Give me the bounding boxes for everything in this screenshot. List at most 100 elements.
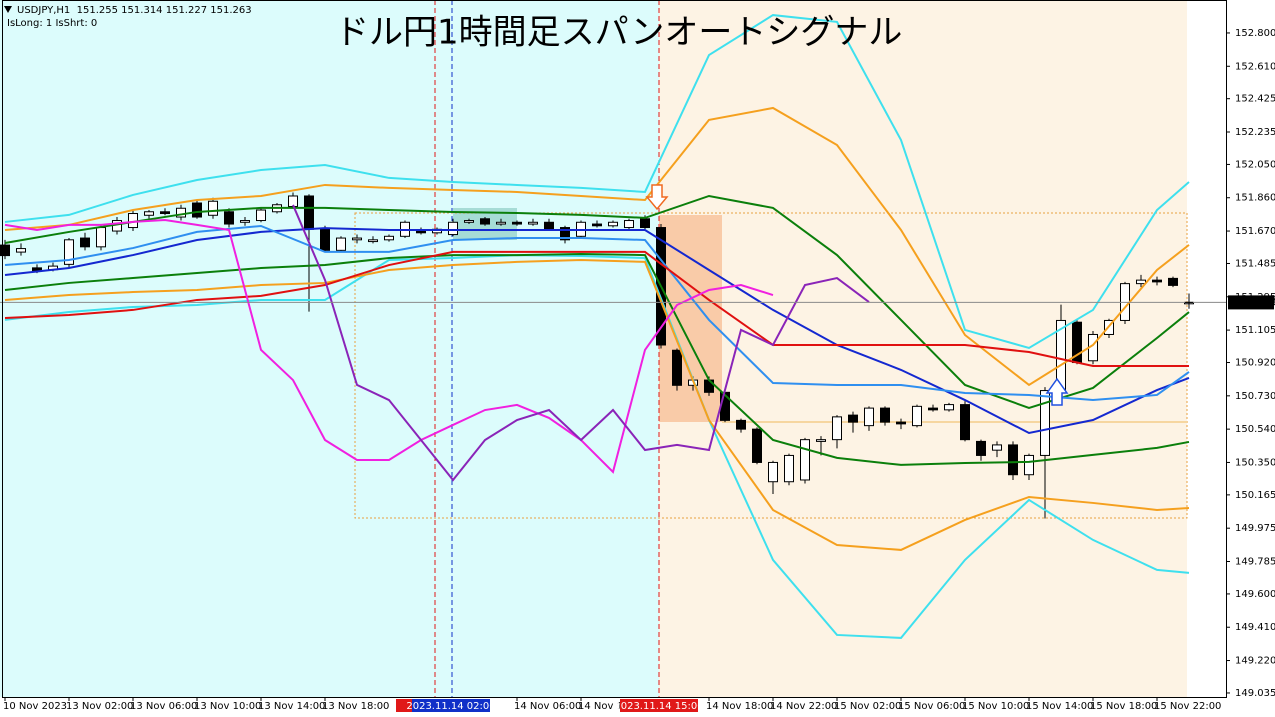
candle-body <box>240 220 250 223</box>
candle-body <box>352 237 362 241</box>
candle-body <box>336 237 346 251</box>
indicator-line <box>292 204 870 482</box>
time-marker-tag <box>620 699 698 712</box>
x-tick-label: 13 Nov 06:00 <box>130 701 197 712</box>
candle-body <box>640 218 650 229</box>
y-tick-label: 149.975 <box>1235 523 1275 534</box>
x-tick-label: 15 Nov 22:00 <box>1154 701 1221 712</box>
candle-body <box>208 200 218 216</box>
candle-body <box>880 407 890 423</box>
candle-body <box>224 211 234 225</box>
candle-body <box>416 230 426 234</box>
y-tick-label: 149.600 <box>1235 589 1275 600</box>
y-tick-label: 151.670 <box>1235 226 1275 237</box>
x-tick-label: 15 Nov 10:00 <box>962 701 1029 712</box>
indicator-line <box>4 227 1190 435</box>
candle-body <box>736 419 746 430</box>
y-tick-label: 152.800 <box>1235 28 1275 39</box>
x-tick-label: 14 Nov 18:00 <box>706 701 773 712</box>
x-tick-label: 14 Nov 06:00 <box>514 701 581 712</box>
y-tick-label: 150.730 <box>1235 391 1275 402</box>
x-tick-label: 13 Nov 10:00 <box>194 701 261 712</box>
y-tick-label: 152.610 <box>1235 61 1275 72</box>
candle-body <box>864 407 874 427</box>
candle-body <box>896 421 906 425</box>
y-tick-label: 150.350 <box>1235 457 1275 468</box>
x-tick-label: 14 Nov 10:00 <box>578 701 645 712</box>
candle-body <box>0 244 10 257</box>
candle-body <box>368 239 378 243</box>
x-tick-label: 13 Nov 14:00 <box>258 701 325 712</box>
indicator-line <box>4 250 1189 368</box>
chart-title: ドル円1時間足スパンオートシグナル <box>335 13 902 53</box>
candle-body <box>480 218 490 225</box>
x-tick-label: 13 Nov 18:00 <box>322 701 389 712</box>
indicator-line <box>4 194 1190 409</box>
indicator-line <box>4 218 774 474</box>
candle-body <box>560 227 570 241</box>
candle-body <box>928 407 938 411</box>
candle-body <box>448 221 458 236</box>
time-marker-tag <box>412 699 490 712</box>
x-tick-label: 13 Nov 02:00 <box>66 701 133 712</box>
indicator-line <box>4 254 1190 639</box>
y-tick-label: 150.920 <box>1235 358 1275 369</box>
candle-body <box>608 221 618 227</box>
indicator-line <box>4 224 1190 402</box>
menu-icon <box>4 6 12 13</box>
candle-body <box>816 439 826 442</box>
y-tick-label: 149.220 <box>1235 656 1275 667</box>
y-tick-label: 150.540 <box>1235 424 1275 435</box>
x-tick-label: 10 Nov 2023 <box>3 701 67 712</box>
candle-body <box>976 440 986 456</box>
candle-body <box>256 209 266 222</box>
y-tick-label: 149.035 <box>1235 688 1275 699</box>
buy-zone-bg <box>0 0 659 697</box>
indicator-line <box>4 258 1190 551</box>
sell-arrow <box>645 184 669 211</box>
x-tick-label: 15 Nov 06:00 <box>898 701 965 712</box>
candle-body <box>624 220 634 229</box>
time-marker-label: 2023.11.14 15:00 <box>614 701 703 712</box>
candle-body <box>1024 454 1034 476</box>
candle-body <box>320 228 330 251</box>
candle-body <box>672 349 682 386</box>
candle-body <box>544 221 554 230</box>
candle-body <box>464 220 474 223</box>
candle-body <box>944 404 954 411</box>
candle-body <box>768 461 778 483</box>
candle-body <box>1008 444 1018 476</box>
candle-body <box>1040 390 1050 456</box>
candle-body <box>16 248 26 253</box>
candle-body <box>192 202 202 218</box>
plot-frame <box>2 0 1227 698</box>
indicator-line <box>4 14 1190 350</box>
indicator-line <box>4 106 1190 387</box>
signal-status: IsLong: 1 IsShrt: 0 <box>7 18 97 29</box>
candle-body <box>304 195 314 230</box>
candle-body <box>912 405 922 427</box>
x-tick-label: 15 Nov 02:00 <box>834 701 901 712</box>
candle-body <box>832 416 842 441</box>
current-price-box <box>1228 295 1274 310</box>
candle-body <box>1152 279 1162 283</box>
candle-body <box>384 235 394 241</box>
candle-body <box>176 207 186 218</box>
candle-body <box>64 239 74 265</box>
current-price-label: 151.263 <box>1235 297 1275 308</box>
y-tick-label: 151.860 <box>1235 193 1275 204</box>
time-marker-label: 2023.11.14 02:00 <box>406 701 495 712</box>
indicator-line <box>4 253 1190 466</box>
candle-body <box>848 414 858 423</box>
current-cross <box>1185 298 1193 307</box>
y-tick-label: 152.235 <box>1235 127 1275 138</box>
candle-body <box>800 439 810 481</box>
sell-zone-bg <box>659 0 1187 697</box>
candle-body <box>752 428 762 463</box>
candle-body <box>992 444 1002 451</box>
y-tick-label: 151.105 <box>1235 325 1275 336</box>
candle-body <box>80 237 90 248</box>
buy-arrow <box>1045 377 1069 406</box>
candle-body <box>96 227 106 248</box>
